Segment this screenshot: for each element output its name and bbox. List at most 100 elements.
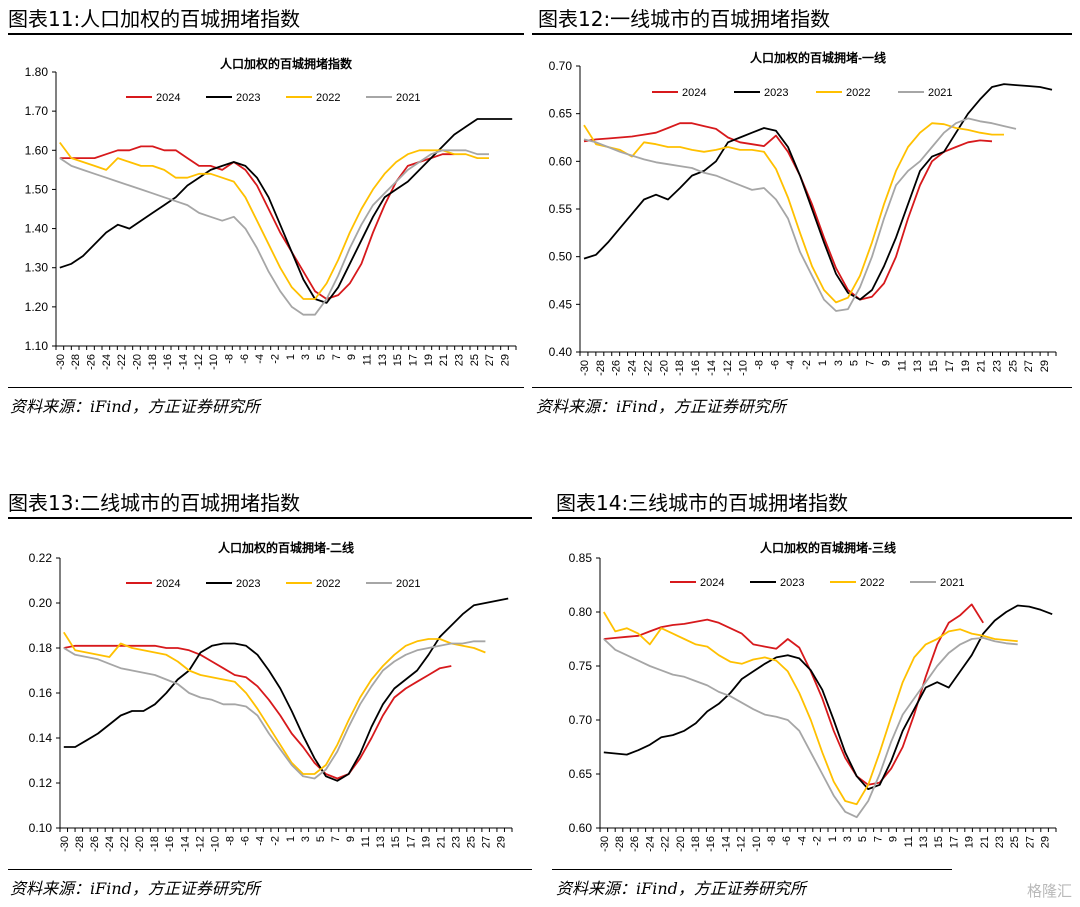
source-rule [532,387,1072,388]
x-tick-label: -8 [766,836,778,846]
x-tick-label: -30 [59,836,71,852]
x-tick-label: -16 [705,836,717,852]
y-tick-label: 0.60 [569,821,593,835]
y-tick-label: 0.18 [29,641,53,655]
x-tick-label: -24 [644,836,656,852]
x-tick-label: -4 [254,354,266,364]
x-tick-label: -20 [134,836,146,852]
legend-label: 2022 [316,578,340,590]
legend-label: 2024 [156,578,180,590]
y-tick-label: 0.85 [569,551,593,565]
legend-label: 2023 [236,92,260,104]
x-tick-label: 25 [1007,360,1019,372]
y-tick-label: 1.80 [25,65,49,79]
source-note: 资料来源：iFind，方正证券研究所 [556,879,806,898]
x-tick-label: -24 [101,354,113,370]
x-tick-label: 15 [928,360,940,372]
y-tick-label: 0.70 [549,59,573,73]
x-tick-label: 9 [888,836,900,842]
x-tick-label: -4 [796,836,808,846]
x-tick-label: -2 [270,354,282,364]
series-line-2024 [63,644,452,780]
figure-title: 图表11:人口加权的百城拥堵指数 [8,7,301,31]
y-tick-label: 0.50 [549,250,573,264]
x-tick-label: -18 [674,360,686,376]
x-tick-label: 5 [849,360,861,366]
x-tick-label: -14 [706,360,718,376]
x-tick-label: -18 [149,836,161,852]
series-line-2024 [603,603,984,786]
x-tick-label: 17 [944,360,956,372]
x-tick-label: 13 [377,354,389,366]
x-tick-label: 15 [933,836,945,848]
x-tick-label: 3 [842,836,854,842]
legend-label: 2023 [764,87,788,99]
x-tick-label: -14 [720,836,732,852]
x-tick-label: 23 [994,836,1006,848]
series-line-2021 [603,637,1018,819]
x-tick-label: 23 [992,360,1004,372]
legend-label: 2024 [682,87,706,99]
x-tick-label: -28 [70,354,82,370]
x-tick-label: -30 [55,354,67,370]
legend-label: 2022 [846,87,870,99]
series-line-2021 [59,149,489,316]
chart-title: 人口加权的百城拥堵-一线 [750,50,886,65]
x-tick-label: -6 [781,836,793,846]
y-tick-label: 1.10 [25,339,49,353]
legend-label: 2021 [940,577,964,589]
x-tick-label: 25 [469,354,481,366]
x-tick-label: 11 [362,354,374,365]
x-tick-label: -16 [690,360,702,376]
y-tick-label: 0.14 [29,731,53,745]
x-tick-label: 9 [880,360,892,366]
x-tick-label: 15 [392,354,404,366]
x-tick-label: -26 [629,836,641,852]
legend-label: 2021 [396,578,420,590]
legend-label: 2021 [396,92,420,104]
x-tick-label: 19 [960,360,972,372]
title-rule [552,517,1072,519]
x-tick-label: -26 [611,360,623,376]
x-tick-label: 1 [827,836,839,842]
x-tick-label: 11 [903,836,915,847]
x-tick-label: 7 [865,360,877,366]
x-tick-label: -4 [785,360,797,370]
x-tick-label: -12 [194,836,206,852]
x-tick-label: 7 [330,836,342,842]
series-line-2024 [59,145,455,300]
x-tick-label: 17 [405,836,417,848]
chart-title: 人口加权的百城拥堵-二线 [218,540,354,555]
x-tick-label: 1 [285,354,297,360]
x-tick-label: 21 [976,360,988,372]
x-tick-label: 13 [912,360,924,372]
x-tick-label: 19 [423,354,435,366]
x-tick-label: 25 [466,836,478,848]
x-tick-label: -26 [89,836,101,852]
series-line-2022 [603,611,1018,806]
chart-fig11: 人口加权的百城拥堵指数 1.10 1.20 1.30 1.40 1.50 1.60 1.70 1… [25,56,517,370]
x-tick-label: 21 [435,836,447,848]
source-note: 资料来源：iFind，方正证券研究所 [10,879,260,898]
y-tick-label: 0.60 [549,154,573,168]
chart-title: 人口加权的百城拥堵指数 [220,56,353,71]
y-tick-label: 0.70 [569,713,593,727]
y-tick-label: 1.70 [25,104,49,118]
y-tick-label: 0.75 [569,659,593,673]
x-tick-label: -14 [179,836,191,852]
source-rule [552,869,952,870]
figure-title: 图表13:二线城市的百城拥堵指数 [8,491,301,515]
y-tick-label: 0.45 [549,297,573,311]
x-tick-label: -10 [751,836,763,852]
x-tick-label: -22 [642,360,654,376]
x-tick-label: 27 [481,836,493,848]
series-line-2022 [63,631,486,775]
source-note: 资料来源：iFind，方正证券研究所 [10,397,260,416]
x-tick-label: 13 [375,836,387,848]
series-line-2021 [583,117,1017,312]
x-tick-label: -28 [74,836,86,852]
x-tick-label: -6 [239,354,251,364]
x-tick-label: 27 [1023,360,1035,372]
x-tick-label: 11 [896,360,908,371]
x-tick-label: -20 [675,836,687,852]
